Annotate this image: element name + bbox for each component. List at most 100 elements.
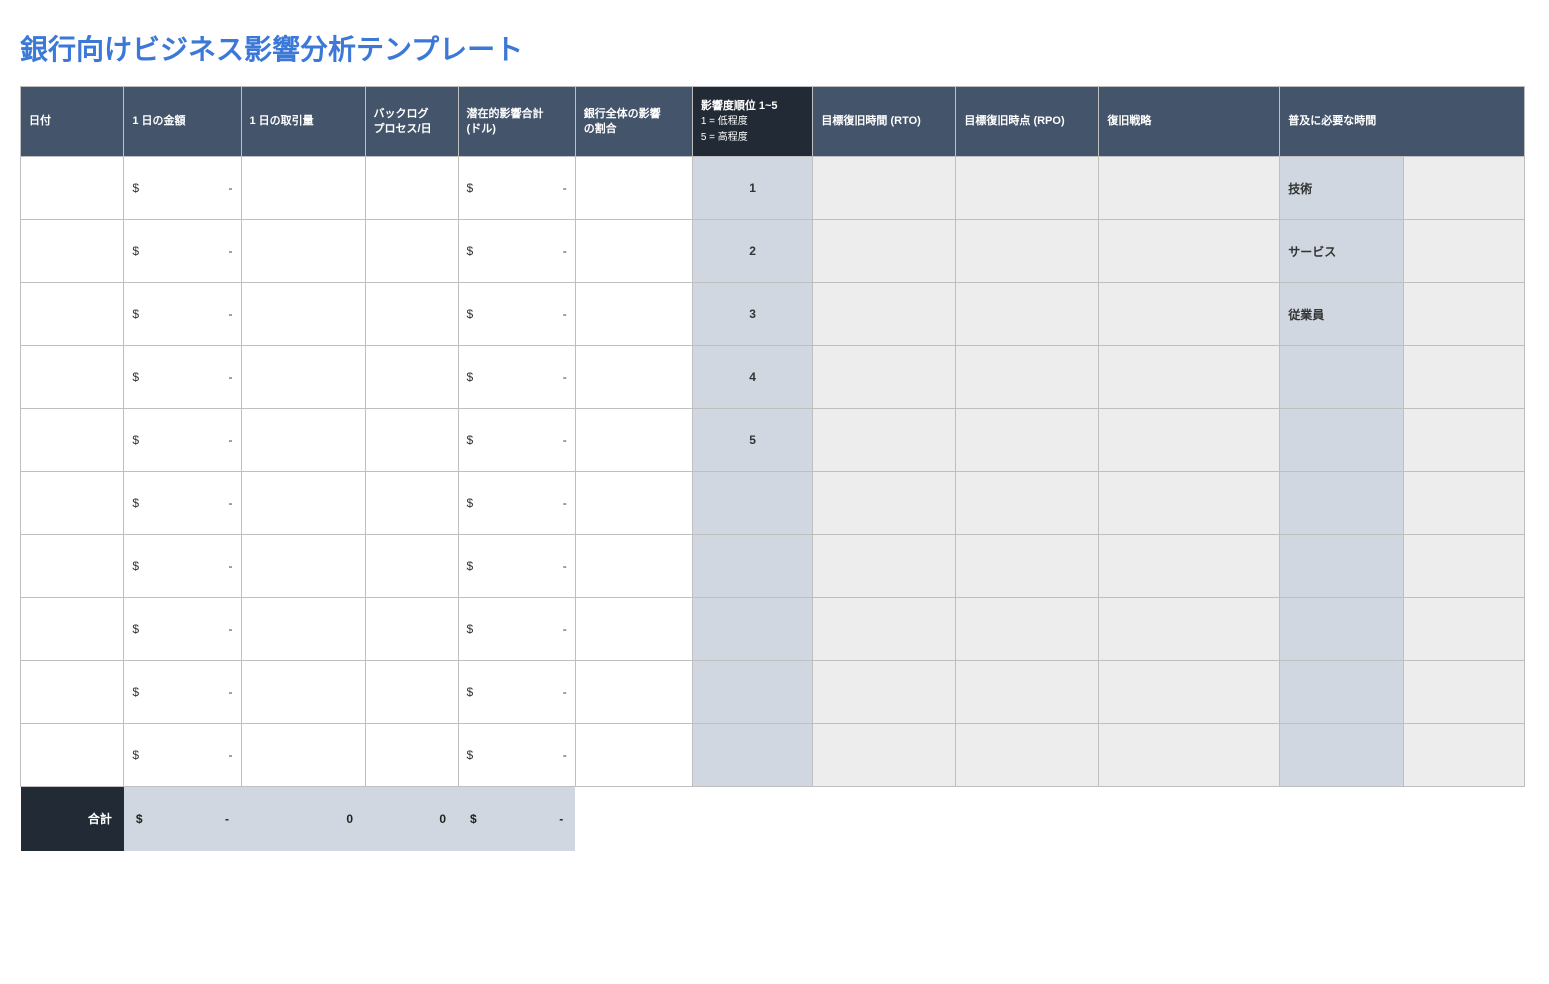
cell-strategy[interactable] (1099, 724, 1280, 787)
cell-backlog[interactable] (365, 472, 458, 535)
cell-volume[interactable] (241, 598, 365, 661)
cell-date[interactable] (21, 346, 124, 409)
cell-date[interactable] (21, 157, 124, 220)
cell-impact-sum[interactable]: $- (458, 409, 575, 472)
cell-impact-sum[interactable]: $- (458, 157, 575, 220)
cell-impact-sum[interactable]: $- (458, 724, 575, 787)
cell-impact-sum[interactable]: $- (458, 661, 575, 724)
cell-rpo[interactable] (956, 409, 1099, 472)
cell-strategy[interactable] (1099, 346, 1280, 409)
cell-category-time[interactable] (1404, 535, 1525, 598)
cell-ratio[interactable] (575, 598, 692, 661)
cell-strategy[interactable] (1099, 283, 1280, 346)
cell-category-time[interactable] (1404, 472, 1525, 535)
cell-date[interactable] (21, 220, 124, 283)
cell-volume[interactable] (241, 661, 365, 724)
cell-backlog[interactable] (365, 661, 458, 724)
cell-rpo[interactable] (956, 220, 1099, 283)
cell-rpo[interactable] (956, 283, 1099, 346)
cell-backlog[interactable] (365, 535, 458, 598)
cell-rpo[interactable] (956, 535, 1099, 598)
cell-category-time[interactable] (1404, 724, 1525, 787)
cell-strategy[interactable] (1099, 157, 1280, 220)
cell-volume[interactable] (241, 472, 365, 535)
cell-backlog[interactable] (365, 724, 458, 787)
cell-date[interactable] (21, 472, 124, 535)
cell-date[interactable] (21, 661, 124, 724)
cell-category-time[interactable] (1404, 283, 1525, 346)
cell-amount[interactable]: $- (124, 220, 241, 283)
cell-rpo[interactable] (956, 724, 1099, 787)
cell-volume[interactable] (241, 409, 365, 472)
cell-backlog[interactable] (365, 283, 458, 346)
cell-impact-sum[interactable]: $- (458, 346, 575, 409)
cell-amount[interactable]: $- (124, 346, 241, 409)
cell-rto[interactable] (813, 157, 956, 220)
cell-rpo[interactable] (956, 157, 1099, 220)
cell-rpo[interactable] (956, 472, 1099, 535)
cell-date[interactable] (21, 409, 124, 472)
cell-volume[interactable] (241, 283, 365, 346)
cell-ratio[interactable] (575, 661, 692, 724)
cell-impact-sum[interactable]: $- (458, 598, 575, 661)
cell-date[interactable] (21, 535, 124, 598)
cell-date[interactable] (21, 283, 124, 346)
cell-rto[interactable] (813, 661, 956, 724)
cell-ratio[interactable] (575, 220, 692, 283)
cell-date[interactable] (21, 598, 124, 661)
cell-rto[interactable] (813, 724, 956, 787)
cell-category-time[interactable] (1404, 661, 1525, 724)
cell-strategy[interactable] (1099, 220, 1280, 283)
cell-amount[interactable]: $- (124, 535, 241, 598)
cell-category-time[interactable] (1404, 598, 1525, 661)
cell-strategy[interactable] (1099, 409, 1280, 472)
cell-rto[interactable] (813, 472, 956, 535)
cell-amount[interactable]: $- (124, 283, 241, 346)
cell-amount[interactable]: $- (124, 157, 241, 220)
cell-strategy[interactable] (1099, 598, 1280, 661)
cell-amount[interactable]: $- (124, 724, 241, 787)
cell-impact-sum[interactable]: $- (458, 472, 575, 535)
cell-amount[interactable]: $- (124, 661, 241, 724)
cell-backlog[interactable] (365, 157, 458, 220)
cell-volume[interactable] (241, 724, 365, 787)
cell-rto[interactable] (813, 346, 956, 409)
cell-category-time[interactable] (1404, 409, 1525, 472)
cell-impact-sum[interactable]: $- (458, 283, 575, 346)
cell-ratio[interactable] (575, 535, 692, 598)
cell-volume[interactable] (241, 346, 365, 409)
cell-ratio[interactable] (575, 346, 692, 409)
cell-rto[interactable] (813, 409, 956, 472)
cell-amount[interactable]: $- (124, 472, 241, 535)
cell-rto[interactable] (813, 220, 956, 283)
cell-amount[interactable]: $- (124, 409, 241, 472)
cell-rto[interactable] (813, 535, 956, 598)
cell-category-time[interactable] (1404, 346, 1525, 409)
cell-ratio[interactable] (575, 157, 692, 220)
cell-ratio[interactable] (575, 724, 692, 787)
cell-impact-sum[interactable]: $- (458, 220, 575, 283)
cell-category-time[interactable] (1404, 157, 1525, 220)
cell-strategy[interactable] (1099, 661, 1280, 724)
cell-amount[interactable]: $- (124, 598, 241, 661)
cell-backlog[interactable] (365, 409, 458, 472)
cell-volume[interactable] (241, 535, 365, 598)
cell-category-time[interactable] (1404, 220, 1525, 283)
cell-strategy[interactable] (1099, 535, 1280, 598)
cell-volume[interactable] (241, 157, 365, 220)
cell-strategy[interactable] (1099, 472, 1280, 535)
cell-rpo[interactable] (956, 598, 1099, 661)
cell-impact-sum[interactable]: $- (458, 535, 575, 598)
cell-backlog[interactable] (365, 346, 458, 409)
cell-rto[interactable] (813, 283, 956, 346)
cell-date[interactable] (21, 724, 124, 787)
cell-ratio[interactable] (575, 283, 692, 346)
cell-volume[interactable] (241, 220, 365, 283)
cell-rpo[interactable] (956, 661, 1099, 724)
cell-rto[interactable] (813, 598, 956, 661)
cell-backlog[interactable] (365, 220, 458, 283)
cell-ratio[interactable] (575, 409, 692, 472)
cell-backlog[interactable] (365, 598, 458, 661)
cell-ratio[interactable] (575, 472, 692, 535)
cell-rpo[interactable] (956, 346, 1099, 409)
